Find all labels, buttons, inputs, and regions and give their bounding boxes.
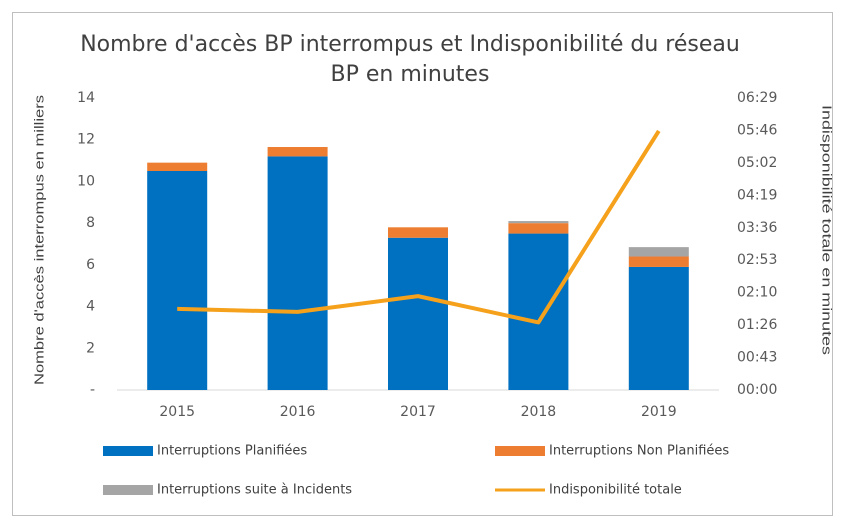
- y2-axis-label: Indisponibilité totale en minutes: [820, 105, 835, 356]
- y2-tick-label: 02:10: [737, 285, 777, 301]
- bar: [508, 223, 569, 234]
- legend-label: Interruptions suite à Incidents: [157, 483, 352, 498]
- y-tick-label: 10: [77, 173, 95, 189]
- bar: [267, 156, 328, 390]
- y2-tick-label: 01:26: [737, 317, 777, 333]
- bar: [628, 266, 689, 390]
- y-tick-label: 8: [86, 215, 95, 231]
- y-axis-label: Nombre d'accès interrompus en milliers: [31, 94, 46, 385]
- bar: [508, 233, 569, 390]
- y2-tick-label: 02:53: [737, 252, 777, 268]
- legend-label: Interruptions Planifiées: [157, 444, 307, 459]
- y-tick-label: 14: [77, 90, 95, 106]
- bar: [508, 221, 569, 224]
- x-tick-label: 2017: [400, 404, 436, 420]
- y2-tick-label: 03:36: [737, 220, 777, 236]
- bar: [388, 227, 448, 238]
- x-tick-label: 2019: [641, 404, 677, 420]
- bar: [147, 171, 208, 390]
- legend-swatch: [103, 446, 153, 456]
- legend-swatch: [103, 485, 153, 495]
- y-tick-label: 12: [77, 132, 95, 148]
- y2-tick-label: 00:00: [737, 382, 777, 398]
- y-tick-label: -: [90, 382, 95, 398]
- x-tick-label: 2018: [521, 404, 557, 420]
- line: [177, 129, 661, 325]
- bar: [267, 147, 328, 157]
- y2-tick-label: 00:43: [737, 350, 777, 366]
- bar: [628, 247, 689, 257]
- legend-label: Interruptions Non Planifiées: [549, 444, 729, 459]
- bar: [628, 256, 689, 267]
- y2-tick-label: 05:46: [737, 122, 777, 138]
- y-tick-label: 6: [86, 257, 95, 273]
- legend-label: Indisponibilité totale: [549, 483, 682, 498]
- bar: [388, 237, 448, 390]
- y-tick-label: 2: [86, 340, 95, 356]
- legend-swatch: [495, 446, 545, 456]
- x-tick-label: 2016: [280, 404, 316, 420]
- y2-tick-label: 04:19: [737, 187, 777, 203]
- chart-title: Nombre d'accès BP interrompus et Indispo…: [80, 32, 740, 87]
- bar: [147, 162, 208, 171]
- chart-border: [12, 12, 833, 516]
- x-tick-label: 2015: [159, 404, 195, 420]
- y2-tick-label: 05:02: [737, 155, 777, 171]
- y2-tick-label: 06:29: [737, 90, 777, 106]
- y-tick-label: 4: [86, 299, 95, 315]
